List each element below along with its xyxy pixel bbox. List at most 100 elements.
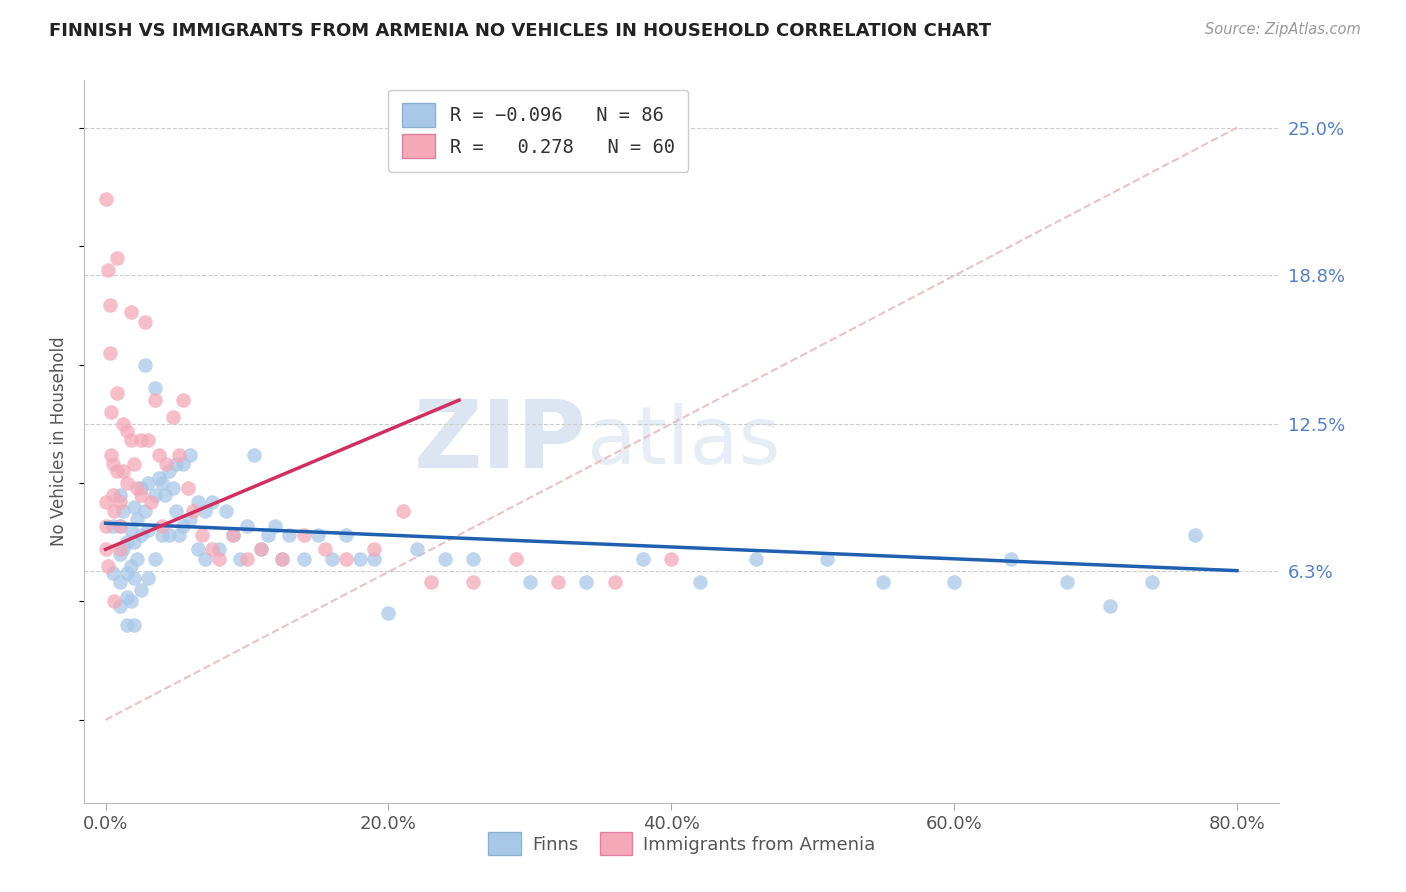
Point [122,618,145,632]
Point [108,488,131,502]
Point [689,575,711,590]
Point [943,575,966,590]
Point [129,582,152,597]
Point [143,393,166,408]
Point [208,542,231,557]
Point [129,481,152,495]
Point [1140,575,1163,590]
Point [1000,551,1022,566]
Point [143,488,166,502]
Point [872,575,894,590]
Point [162,409,184,424]
Point [215,504,238,518]
Point [98,345,121,359]
Point [377,607,399,621]
Point [105,251,128,265]
Point [94,192,117,206]
Point [136,524,159,538]
Point [101,566,124,580]
Point [98,298,121,312]
Legend: Finns, Immigrants from Armenia: Finns, Immigrants from Armenia [481,825,883,863]
Point [101,518,124,533]
Point [575,575,598,590]
Y-axis label: No Vehicles in Household: No Vehicles in Household [51,336,69,547]
Point [236,551,259,566]
Point [103,504,125,518]
Point [108,518,131,533]
Point [335,551,357,566]
Point [122,571,145,585]
Point [172,457,194,471]
Point [143,381,166,395]
Point [155,457,177,471]
Point [1098,599,1121,614]
Point [122,500,145,514]
Text: Source: ZipAtlas.com: Source: ZipAtlas.com [1205,22,1361,37]
Point [519,575,541,590]
Point [134,315,156,329]
Point [250,542,273,557]
Point [122,457,145,471]
Point [179,448,201,462]
Point [143,551,166,566]
Point [194,551,217,566]
Point [222,528,245,542]
Point [419,575,441,590]
Point [115,424,138,438]
Point [100,405,122,419]
Point [157,528,180,542]
Point [243,448,266,462]
Point [129,434,152,448]
Text: FINNISH VS IMMIGRANTS FROM ARMENIA NO VEHICLES IN HOUSEHOLD CORRELATION CHART: FINNISH VS IMMIGRANTS FROM ARMENIA NO VE… [49,22,991,40]
Point [201,542,224,557]
Point [463,551,485,566]
Point [94,495,117,509]
Point [111,504,134,518]
Point [172,518,194,533]
Point [172,393,194,408]
Point [201,495,224,509]
Point [150,528,173,542]
Point [162,481,184,495]
Point [349,551,371,566]
Point [1184,528,1206,542]
Point [129,488,152,502]
Point [150,518,173,533]
Point [101,488,124,502]
Point [115,475,138,490]
Point [108,518,131,533]
Point [105,386,128,401]
Point [105,464,128,478]
Point [115,618,138,632]
Point [97,262,120,277]
Point [257,528,280,542]
Point [111,417,134,431]
Point [111,464,134,478]
Point [108,542,131,557]
Point [278,528,301,542]
Point [271,551,294,566]
Point [103,594,125,608]
Point [307,528,329,542]
Point [463,575,485,590]
Point [94,518,117,533]
Point [222,528,245,542]
Point [391,504,413,518]
Point [150,475,173,490]
Point [236,518,259,533]
Point [335,528,357,542]
Point [321,551,343,566]
Point [120,594,142,608]
Point [505,551,527,566]
Point [153,488,176,502]
Point [314,542,336,557]
Point [120,558,142,573]
Point [115,566,138,580]
Point [125,551,148,566]
Point [108,575,131,590]
Point [167,448,190,462]
Point [97,558,120,573]
Point [115,535,138,549]
Point [108,599,131,614]
Point [120,305,142,319]
